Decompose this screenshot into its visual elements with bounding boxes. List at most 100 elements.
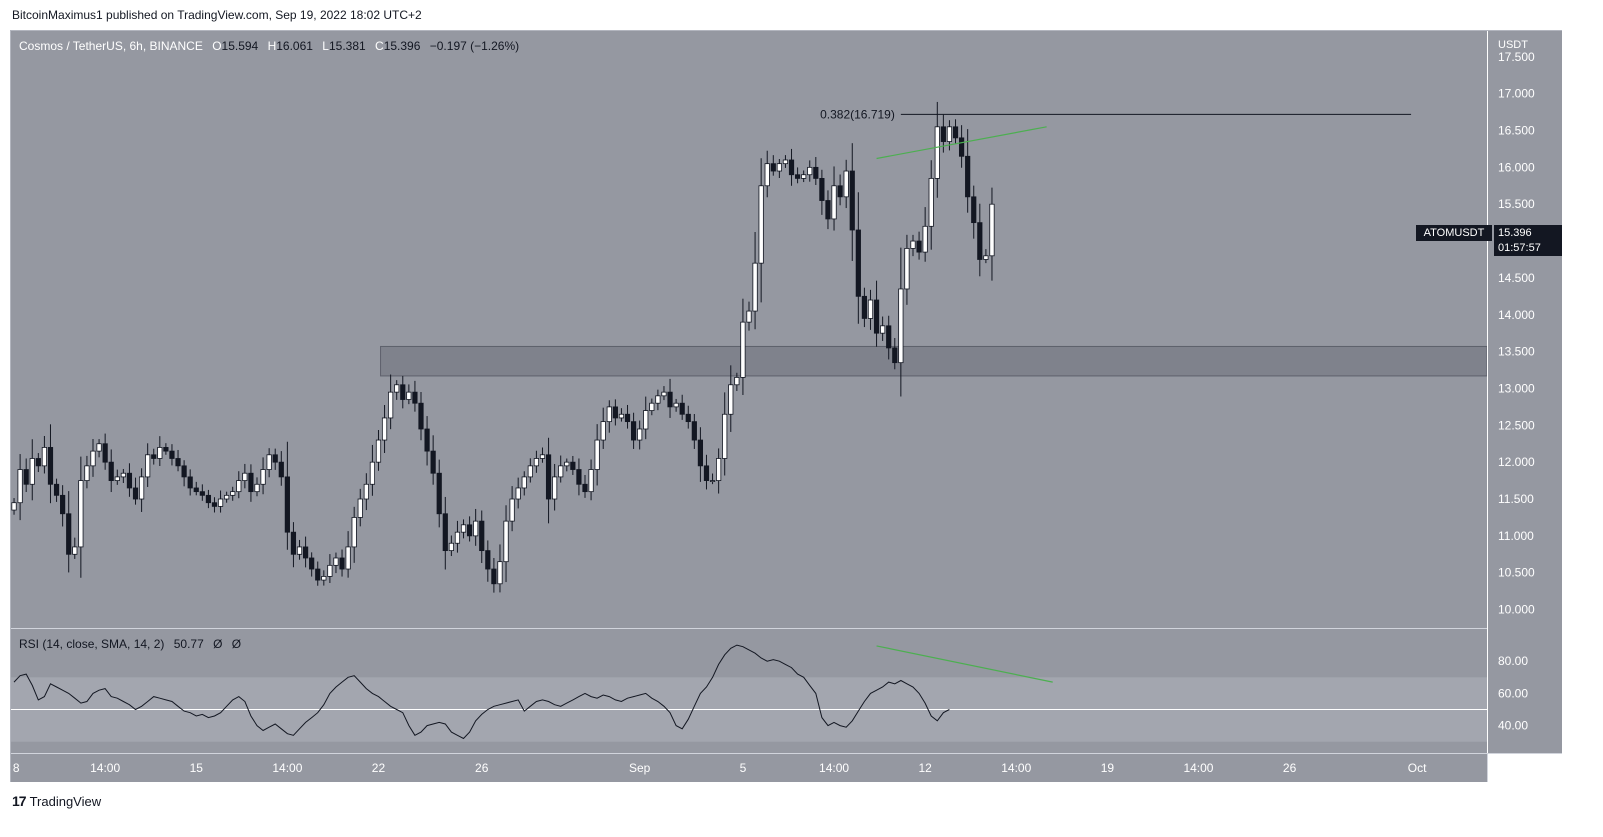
candle <box>442 496 448 570</box>
pane-separator[interactable] <box>11 628 1561 629</box>
rsi-legend-name[interactable]: RSI (14, close, SMA, 14, 2) <box>19 637 165 651</box>
candle-body-down <box>582 483 588 493</box>
candle-body-down <box>35 458 41 467</box>
candle <box>594 424 600 486</box>
candle <box>673 398 679 412</box>
candle <box>400 375 406 409</box>
candle <box>72 537 78 559</box>
price-tick-label: 16.000 <box>1498 160 1535 174</box>
candle <box>381 405 388 453</box>
candle <box>375 429 382 471</box>
candle-body-down <box>570 461 576 470</box>
time-axis-scale[interactable]: 8 14:00 15 14:00 22 26 Sep 5 14:00 12 14:00 19 14:00… <box>11 754 1487 782</box>
footer: 17 TradingView <box>12 793 101 809</box>
candle <box>242 463 248 489</box>
candle <box>946 120 953 151</box>
candle <box>193 481 199 496</box>
legend-close-label: C <box>375 39 384 53</box>
candle-body-down <box>861 295 868 319</box>
candle <box>479 510 485 563</box>
candle <box>17 454 23 521</box>
candle-body-down <box>624 413 631 423</box>
candle <box>424 416 430 466</box>
candle-body-down <box>679 402 685 415</box>
support-zone <box>380 345 1487 377</box>
price-tick-label: 11.500 <box>1498 492 1534 506</box>
rsi-chart[interactable] <box>11 629 1487 753</box>
candle-body-up <box>564 461 570 467</box>
candle <box>849 143 855 261</box>
candle <box>145 443 151 487</box>
candle <box>491 557 497 593</box>
candle <box>96 439 102 458</box>
price-pane[interactable]: 0.382(16.719) Cosmos / TetherUS, 6h, BIN… <box>11 31 1487 628</box>
candle <box>752 231 758 330</box>
candle <box>66 491 72 573</box>
candle <box>618 408 625 422</box>
candle-body-up <box>242 472 248 481</box>
price-axis[interactable]: USDT17.50017.00016.50016.00015.50015.000… <box>1487 31 1562 753</box>
candle-body-up <box>746 310 752 323</box>
chart-frame[interactable]: 0.382(16.719) Cosmos / TetherUS, 6h, BIN… <box>10 30 1562 782</box>
candle-body-up <box>138 476 145 500</box>
legend-high-label: H <box>267 39 277 53</box>
candle-body-up <box>801 174 807 179</box>
candle <box>78 456 84 578</box>
candle <box>770 155 776 176</box>
badge-countdown: 01:57:57 <box>1494 241 1562 256</box>
candle <box>952 119 959 144</box>
candle <box>169 444 175 466</box>
candle-body-down <box>53 483 60 496</box>
candle <box>254 477 260 497</box>
candle <box>503 505 509 583</box>
candle-body-down <box>855 229 861 297</box>
candle-body-up <box>388 391 394 419</box>
price-divergence-line <box>876 126 1047 160</box>
candle <box>217 490 224 513</box>
candle-body-down <box>169 450 175 459</box>
candle-body-up <box>740 321 746 378</box>
time-tick-label: 14:00 <box>1001 761 1031 775</box>
candle-body-down <box>309 557 315 570</box>
tradingview-brand[interactable]: TradingView <box>29 793 102 809</box>
candle-body-down <box>181 465 187 478</box>
candle-body-up <box>369 461 376 485</box>
price-axis-scale[interactable]: USDT17.50017.00016.50016.00015.50015.000… <box>1488 31 1562 753</box>
candle-body-up <box>618 413 625 419</box>
rsi-pane[interactable]: RSI (14, close, SMA, 14, 2) 50.77 Ø Ø <box>11 629 1487 753</box>
candle-body-up <box>266 454 272 470</box>
candle <box>187 469 193 496</box>
candle <box>205 489 212 509</box>
price-tick-label: 12.500 <box>1498 418 1535 432</box>
candle <box>934 101 940 198</box>
time-tick-label: 8 <box>13 761 20 775</box>
candle-body-up <box>533 458 540 467</box>
candle <box>278 451 284 486</box>
candle <box>539 447 546 463</box>
candle-body-up <box>539 454 546 459</box>
candle <box>327 554 333 583</box>
candle <box>211 497 218 513</box>
candle <box>958 125 965 168</box>
candle-body-up <box>327 564 333 577</box>
candle-body-down <box>491 568 497 585</box>
time-axis[interactable]: 8 14:00 15 14:00 22 26 Sep 5 14:00 12 14:00 19 14:00… <box>11 753 1487 782</box>
candle <box>284 441 290 550</box>
rsi-placeholder-2: Ø <box>231 637 242 651</box>
candle-body-down <box>685 413 691 423</box>
tradingview-logo-icon[interactable]: 17 <box>12 793 27 809</box>
candle <box>904 234 910 305</box>
candle <box>236 471 242 499</box>
legend-symbol[interactable]: Cosmos / TetherUS, 6h, BINANCE <box>19 39 203 53</box>
price-axis-unit: USDT <box>1498 39 1528 51</box>
candle-body-up <box>454 531 461 544</box>
candle <box>886 315 892 360</box>
candle <box>11 498 17 515</box>
legend-low-label: L <box>322 39 329 53</box>
candle <box>302 536 309 568</box>
candle <box>545 437 552 524</box>
candle-body-up <box>473 520 479 537</box>
candle-body-up <box>78 480 84 548</box>
price-chart[interactable]: 0.382(16.719) <box>11 31 1487 628</box>
candle <box>418 391 424 441</box>
